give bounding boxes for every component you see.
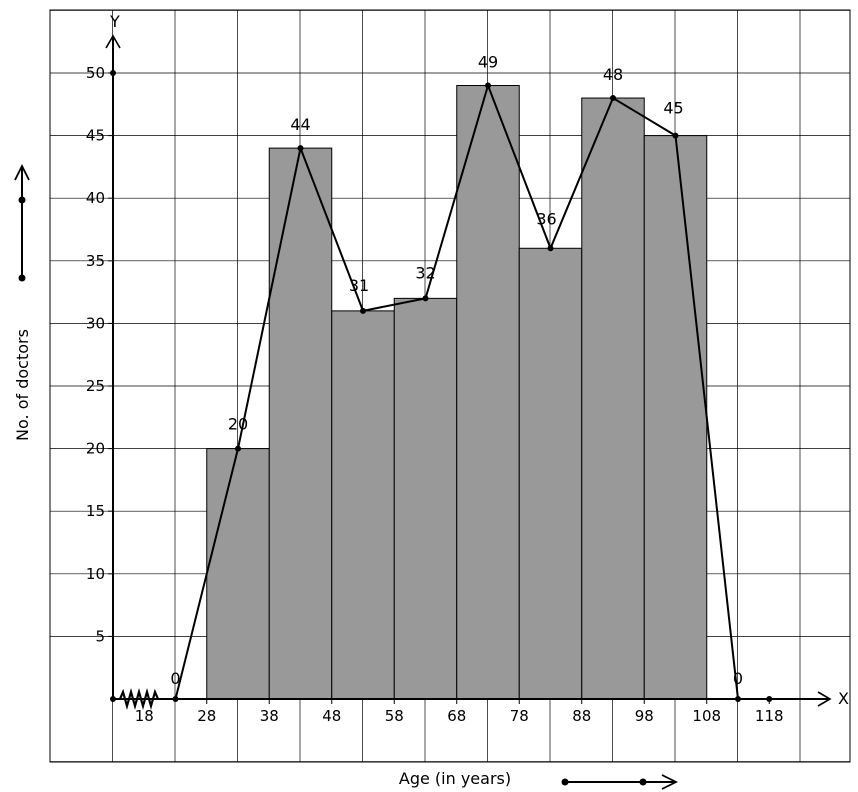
axes xyxy=(105,34,832,711)
up-arrow-icon xyxy=(14,163,30,181)
y-tick-label: 50 xyxy=(86,64,105,82)
right-arrow-icon xyxy=(661,774,679,790)
arrow-dot xyxy=(639,778,647,786)
histogram-bar xyxy=(268,147,333,700)
data-label: 31 xyxy=(349,276,369,295)
histogram-bar xyxy=(331,310,395,700)
polygon-point xyxy=(485,82,491,89)
histogram-bar xyxy=(206,448,270,700)
y-axis-letter: Y xyxy=(109,12,120,31)
data-label: 44 xyxy=(290,115,310,134)
x-tick-label: 88 xyxy=(572,707,591,725)
data-label: 45 xyxy=(663,99,683,118)
x-tick-label: 48 xyxy=(322,707,341,725)
polygon-point xyxy=(422,295,429,302)
frequency-polygon xyxy=(172,82,741,702)
polygon-point xyxy=(735,696,741,702)
x-tick-label: 28 xyxy=(197,707,216,725)
x-tick-label: 68 xyxy=(447,707,466,725)
arrow-dot xyxy=(18,274,26,282)
polygon-point xyxy=(610,95,616,102)
origin-point xyxy=(110,696,116,702)
histogram-bars xyxy=(206,85,708,700)
x-tick-label: 118 xyxy=(755,707,784,725)
x-tick-label: 108 xyxy=(692,707,721,725)
histogram-bar xyxy=(581,97,645,700)
data-labels: 0 20 44 31 32 49 36 48 45 0 xyxy=(170,53,743,688)
y-tick-label: 5 xyxy=(95,627,105,645)
x-axis-letter: X xyxy=(838,689,849,708)
y-tick-label: 10 xyxy=(86,565,105,583)
polygon-point xyxy=(547,245,554,252)
x-tick-label: 18 xyxy=(135,707,154,725)
data-label: 0 xyxy=(733,669,743,688)
y-tick-label: 25 xyxy=(86,377,105,395)
y-tick-label: 45 xyxy=(86,127,105,145)
arrow-dot xyxy=(18,196,26,204)
x-axis-arrow-icon xyxy=(817,691,832,707)
histogram-bar xyxy=(643,135,708,700)
data-label: 0 xyxy=(170,669,180,688)
arrow-dot xyxy=(561,778,569,786)
data-label: 36 xyxy=(536,209,556,228)
x-tick-label: 58 xyxy=(385,707,404,725)
tick-labels: 18 28 38 48 58 68 78 88 98 108 118 5 10 15 20 25 30 35 40 4… xyxy=(86,64,784,725)
data-label: 32 xyxy=(415,263,435,282)
x-tick-label: 38 xyxy=(260,707,279,725)
y-tick-label: 30 xyxy=(86,314,105,332)
y-tick-label: 40 xyxy=(86,189,105,207)
y-tick-label: 35 xyxy=(86,252,105,270)
polygon-point xyxy=(235,445,241,452)
x-tick-label: 78 xyxy=(510,707,529,725)
polygon-point xyxy=(172,696,179,702)
y-axis-arrow-icon xyxy=(105,34,121,49)
x-axis-label: Age (in years) xyxy=(399,769,511,788)
polygon-line xyxy=(174,82,739,700)
polygon-point xyxy=(672,132,679,139)
polygon-point xyxy=(297,145,304,152)
data-label: 49 xyxy=(478,53,498,72)
direction-arrows xyxy=(14,163,679,790)
y-tick-label: 20 xyxy=(86,440,105,458)
polygon-point xyxy=(360,307,366,314)
x-tick-label: 98 xyxy=(635,707,654,725)
histogram-bar xyxy=(518,247,583,700)
y-tick-label: 15 xyxy=(86,502,105,520)
data-label: 20 xyxy=(228,415,248,434)
histogram-bar xyxy=(393,297,458,700)
histogram-bar xyxy=(456,85,520,700)
y-axis-label: No. of doctors xyxy=(13,329,32,441)
axis-break-icon xyxy=(118,687,160,711)
data-label: 48 xyxy=(603,65,623,84)
